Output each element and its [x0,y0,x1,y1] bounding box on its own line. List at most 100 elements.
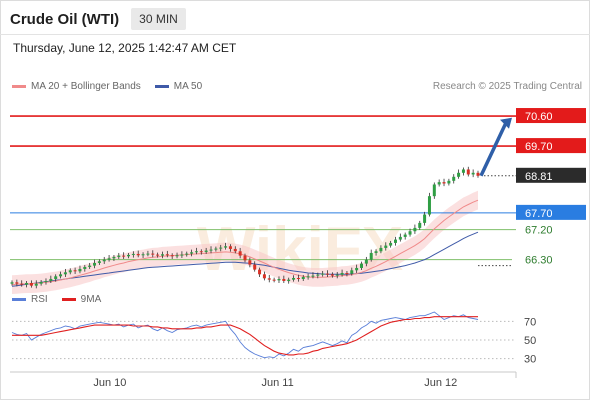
candle-body [272,279,276,281]
candle-body [238,251,242,256]
candle-body [360,263,363,268]
candle-body [393,239,397,243]
candle-body [442,182,446,184]
candle-body [151,253,155,255]
research-credit: Research © 2025 Trading Central [432,81,582,92]
legend-ma50-label: MA 50 [173,81,203,92]
ma9-swatch [61,298,76,301]
candle-body [78,268,82,272]
candle-body [59,274,63,277]
level-label-68.81: 68.81 [525,171,553,183]
candle-body [277,278,281,281]
candle-body [374,251,378,253]
candle-body [437,182,441,185]
candle-body [253,264,257,270]
projection-arrow-head [500,117,512,129]
candle-body [20,283,24,285]
candle-body [413,227,417,232]
candle-body [165,254,169,256]
candle-body [369,252,373,260]
candle-body [447,180,451,184]
projection-arrow-shaft [479,121,508,177]
level-label-67.70: 67.70 [525,208,553,220]
candle-body [262,274,266,279]
legend-ma9-label: 9MA [80,294,102,305]
candle-body [219,247,223,249]
candle-body [63,272,67,275]
candle-body [311,275,315,277]
level-tag-70.60 [516,108,586,124]
candle-body [326,273,330,275]
level-label-70.60: 70.60 [525,111,553,123]
candle-body [141,254,145,256]
candle-body [471,172,475,175]
candle-body [160,254,164,256]
candle-body [466,169,470,175]
candle-body [398,236,402,240]
candle-body [228,246,232,249]
candle-body [185,253,189,255]
legend-ma20: MA 20 + Bollinger Bands [12,81,141,92]
rsi-legend: RSI 9MA [12,294,115,305]
candle-body [287,279,291,281]
candle-body [335,274,339,276]
candle-body [379,247,383,252]
candle-body [423,214,427,223]
candle-body [102,259,106,262]
candle-body [355,267,359,271]
rsi-tick-label: 50 [524,335,536,347]
candle-body [340,272,344,275]
candle-body [461,169,465,173]
candle-body [68,270,72,273]
candle-body [122,255,126,257]
candle-body [403,234,407,237]
interval-badge[interactable]: 30 MIN [131,8,186,30]
candle-body [330,274,334,276]
candle-body [25,282,29,285]
candle-body [209,249,213,251]
candle-body [350,270,354,274]
candle-body [175,255,179,257]
rsi-swatch [12,298,26,301]
candle-body [93,262,97,266]
candle-body [389,242,393,246]
candle-body [54,276,58,279]
level-label-69.70: 69.70 [525,141,553,153]
level-tag-67.70 [516,204,586,220]
legend-ma9: 9MA [61,294,102,305]
candle-body [83,266,87,269]
candle-body [452,176,456,181]
header-divider [0,34,590,35]
chart-header: Crude Oil (WTI) 30 MIN [10,8,186,30]
ma50-line [11,231,479,287]
candle-body [146,253,150,255]
candle-body [190,252,194,254]
candle-body [180,254,184,256]
candles-group [10,166,480,289]
candle-body [224,246,228,248]
candle-body [408,231,412,235]
ma20-swatch [12,85,26,88]
candle-body [127,254,130,257]
rsi-tick-label: 30 [524,354,536,366]
candle-body [156,254,160,256]
candle-body [292,277,296,280]
rsi-ma9-line [12,316,478,356]
candle-body [44,280,48,282]
candle-body [476,172,480,176]
candle-body [258,269,262,275]
candle-body [170,255,174,257]
candle-body [15,282,19,284]
candle-body [321,273,325,275]
candle-body [214,248,218,250]
level-tag-69.70 [516,138,586,154]
candle-body [34,283,38,286]
candle-body [267,278,271,280]
candle-body [88,265,92,267]
candle-body [233,248,237,252]
candle-body [345,272,349,274]
candle-body [73,270,77,272]
candle-body [432,184,436,197]
rsi-line [11,311,479,359]
